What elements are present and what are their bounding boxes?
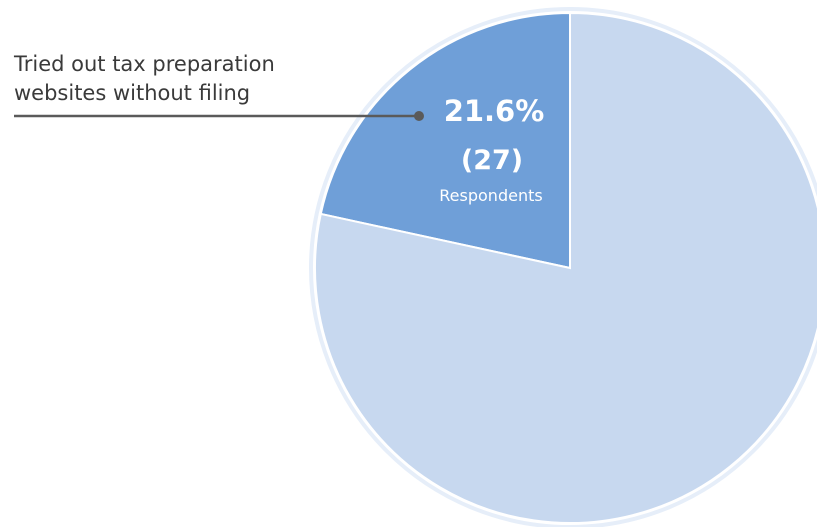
slice-percent-label: 21.6% (444, 94, 545, 128)
pie-slice-rest (314, 11, 817, 524)
slice-unit-label: Respondents (439, 186, 542, 205)
pie-slices (314, 11, 817, 524)
slice-count-label: (27) (461, 145, 523, 176)
pie-slice-highlight (319, 11, 571, 270)
callout-label-line-1: Tried out tax preparation (13, 52, 275, 76)
pie-outline (309, 7, 817, 527)
callout-label-line-2: websites without filing (14, 81, 250, 105)
callout-leader-dot (414, 111, 424, 121)
